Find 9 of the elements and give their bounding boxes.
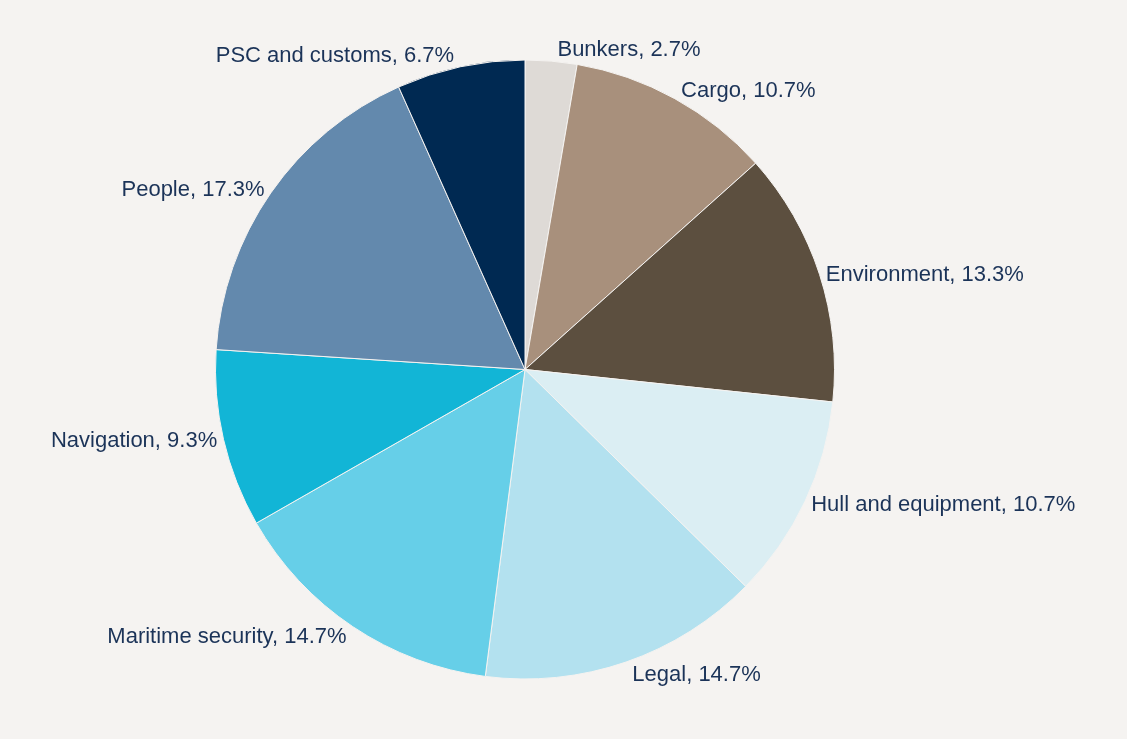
slice-label: Legal, 14.7% (632, 660, 761, 686)
slice-label: Maritime security, 14.7% (107, 622, 347, 648)
slice-label: Hull and equipment, 10.7% (811, 491, 1076, 517)
slice-label: People, 17.3% (121, 176, 265, 202)
slice-label: Navigation, 9.3% (50, 427, 218, 453)
slice-label: PSC and customs, 6.7% (215, 42, 455, 68)
slice-label: Environment, 13.3% (825, 260, 1024, 286)
slice-label: Cargo, 10.7% (681, 76, 816, 102)
slice-label: Bunkers, 2.7% (557, 36, 701, 62)
